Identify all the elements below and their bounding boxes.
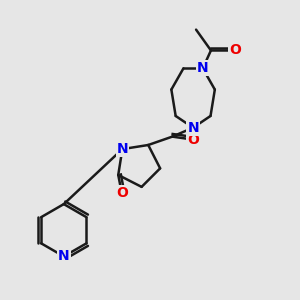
Text: N: N [116, 142, 128, 156]
Text: N: N [58, 249, 70, 263]
Text: N: N [187, 121, 199, 135]
Text: O: O [229, 44, 241, 57]
Text: O: O [116, 186, 128, 200]
Text: O: O [187, 133, 199, 147]
Text: N: N [197, 61, 208, 75]
